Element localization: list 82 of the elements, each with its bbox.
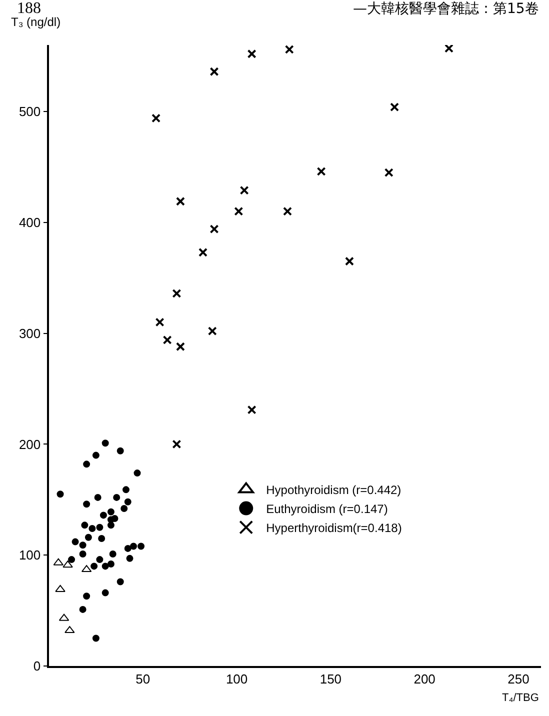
point	[126, 554, 134, 562]
point	[444, 45, 454, 53]
point	[162, 335, 172, 344]
legend-label: Euthyroidism (r=0.147)	[266, 502, 388, 516]
point	[344, 256, 354, 266]
x-tick-label: 150	[320, 671, 342, 686]
point	[96, 524, 104, 531]
point	[62, 560, 73, 568]
point	[155, 318, 164, 327]
point	[109, 550, 116, 558]
point	[102, 440, 109, 447]
point	[247, 405, 256, 414]
point	[100, 512, 107, 519]
point	[208, 326, 217, 336]
x-tick-label: 200	[414, 671, 436, 686]
point	[98, 534, 106, 542]
point	[210, 224, 219, 234]
legend-label: Hypothyroidism (r=0.442)	[266, 482, 402, 497]
point	[107, 508, 114, 516]
point	[83, 500, 90, 508]
point	[92, 452, 100, 459]
point	[79, 606, 86, 613]
point	[64, 626, 75, 634]
point	[138, 542, 145, 550]
point	[55, 584, 66, 592]
point	[172, 440, 182, 449]
point	[124, 498, 132, 506]
point	[247, 49, 256, 58]
point	[120, 505, 128, 512]
y-tick-label: 500	[18, 104, 41, 120]
point	[102, 562, 109, 570]
point	[130, 542, 137, 550]
point	[102, 589, 109, 596]
point	[56, 490, 64, 498]
point	[113, 494, 120, 501]
point	[234, 206, 244, 216]
point	[116, 578, 124, 586]
y-axis-title: T₃ (ng/dl)	[11, 15, 61, 29]
x-tick-label: 100	[226, 671, 248, 686]
text: 188	[17, 0, 41, 17]
point	[124, 544, 132, 552]
y-tick-label: 300	[18, 326, 41, 341]
point	[210, 67, 219, 76]
y-tick-label: 0	[33, 658, 41, 674]
point	[94, 494, 102, 501]
x-tick-label: 250	[508, 671, 530, 686]
text: —大韓核醫學會雜誌：第15卷	[353, 1, 539, 17]
point	[316, 166, 326, 176]
point	[122, 486, 130, 494]
point	[90, 562, 98, 570]
point	[92, 634, 100, 642]
point	[284, 45, 294, 54]
x-axis-title: T₄/TBG	[502, 692, 539, 704]
point	[152, 114, 161, 123]
point	[96, 556, 104, 564]
point	[198, 248, 208, 257]
point	[116, 447, 124, 454]
point	[107, 560, 114, 568]
point	[172, 288, 182, 298]
point	[81, 522, 88, 529]
y-tick-label: 400	[18, 214, 41, 230]
y-tick-label: 200	[18, 436, 41, 452]
point	[83, 592, 90, 600]
point	[390, 102, 400, 112]
point	[79, 550, 86, 558]
point	[79, 542, 86, 549]
point	[107, 516, 114, 524]
point	[107, 522, 114, 529]
point	[72, 538, 79, 546]
x-tick-label: 50	[136, 671, 150, 686]
y-tick-label: 100	[18, 548, 41, 563]
point	[176, 342, 185, 352]
point	[134, 470, 141, 477]
point	[282, 206, 292, 216]
point	[176, 196, 185, 206]
point	[68, 556, 76, 564]
point	[84, 534, 92, 541]
point	[240, 186, 249, 195]
point	[88, 524, 96, 532]
point	[384, 168, 394, 178]
point	[83, 460, 90, 468]
legend-label: Hyperthyroidism(r=0.418)	[266, 520, 402, 535]
